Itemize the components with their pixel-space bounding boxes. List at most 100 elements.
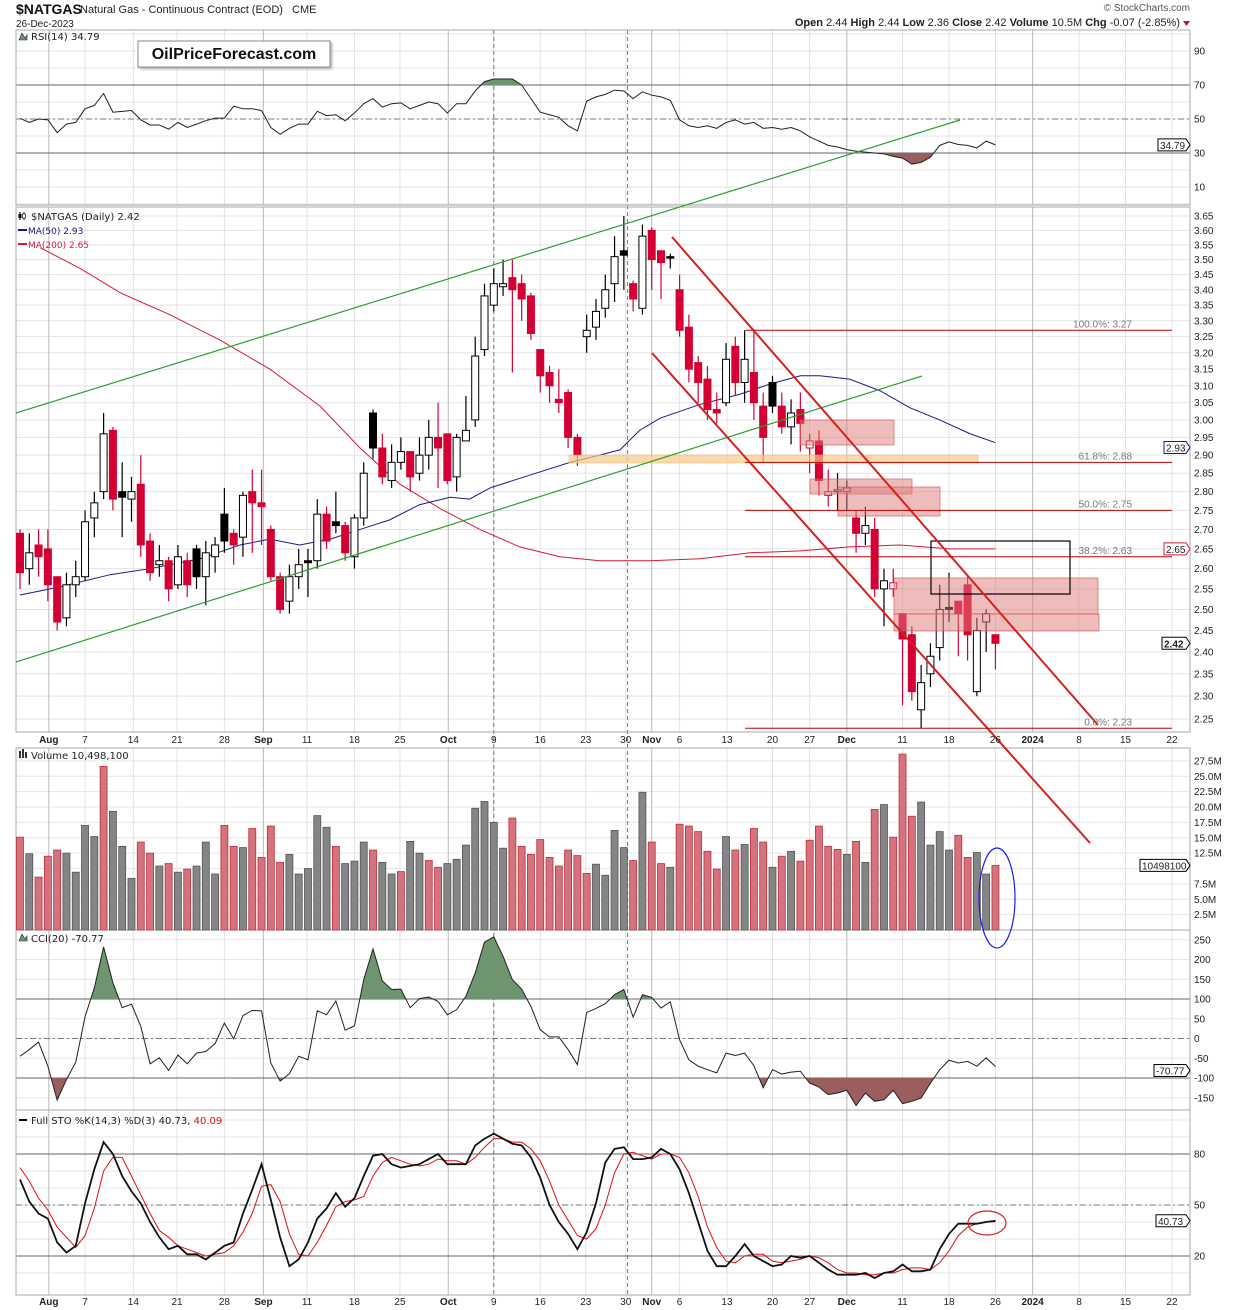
- volume-bar: [889, 836, 898, 931]
- volume-bar: [629, 860, 638, 931]
- x-axis-tick-label: 13: [721, 735, 733, 746]
- rsi-panel-frame: [15, 29, 1191, 206]
- candle-body: [703, 378, 712, 411]
- price-axis-label: 3.15: [1194, 365, 1214, 376]
- candle: [461, 395, 470, 442]
- sto-legend-k: Full STO %K(14,3) %D(3) 40.73,: [31, 1116, 190, 1127]
- volume-bar: [369, 849, 377, 931]
- candle: [396, 437, 405, 470]
- price-axis-label: 2.35: [1194, 669, 1214, 680]
- volume-bar: [508, 817, 517, 931]
- x-axis-tick-label: 13: [721, 1297, 733, 1308]
- candle-body: [647, 229, 656, 261]
- candle-body: [861, 525, 870, 534]
- ma50-line: [19, 375, 996, 596]
- candle: [322, 506, 331, 549]
- candle-body: [387, 461, 396, 482]
- volume-bar: [787, 850, 795, 931]
- candle-body: [712, 409, 721, 414]
- candle: [424, 419, 433, 470]
- rsi-axis-label: 30: [1194, 149, 1206, 160]
- candle: [350, 514, 359, 569]
- volume-bar: [34, 876, 43, 931]
- candle-body: [777, 405, 786, 428]
- volume-bar: [415, 852, 424, 931]
- volume-bar: [619, 847, 628, 931]
- x-axis-tick-label: Dec: [838, 1297, 857, 1308]
- price-axis-label: 3.40: [1194, 285, 1214, 296]
- candle-body: [870, 528, 879, 590]
- x-axis-tick-label: 30: [620, 1297, 632, 1308]
- candle: [127, 476, 136, 522]
- candle-body: [619, 250, 628, 256]
- candle-body: [907, 634, 916, 693]
- cci-axis-label: -50: [1194, 1054, 1209, 1065]
- candle-body: [257, 502, 266, 508]
- volume-bar: [573, 855, 582, 931]
- volume-axis-label: 27.5M: [1194, 756, 1222, 767]
- volume-legend-icon: [19, 749, 27, 758]
- x-axis-tick-label: 28: [219, 1297, 231, 1308]
- x-axis-tick-label: 28: [219, 735, 231, 746]
- x-axis-tick-label: 11: [897, 1297, 908, 1308]
- candle: [294, 548, 303, 589]
- x-axis-tick-label: 15: [1120, 735, 1132, 746]
- candle: [229, 529, 238, 565]
- rsi-oversold-fill: [20, 153, 996, 165]
- volume-bar: [43, 855, 52, 931]
- x-axis-tick-label: 2024: [1021, 735, 1044, 746]
- price-axis-label: 3.30: [1194, 316, 1214, 327]
- candle-body: [127, 491, 136, 500]
- candle-body: [536, 349, 545, 377]
- x-axis-tick-label: Oct: [440, 1297, 457, 1308]
- cci-axis-label: 0: [1194, 1034, 1200, 1045]
- panel-frames: [15, 29, 1191, 1296]
- stochastic-highlight-ellipse: [967, 1210, 1007, 1236]
- volume-axis-label: 25.0M: [1194, 772, 1222, 783]
- candle: [220, 487, 229, 553]
- candle-body: [684, 326, 693, 370]
- volume-bar: [852, 841, 860, 931]
- candle-body: [852, 517, 861, 534]
- volume-bar: [861, 861, 870, 931]
- volume-bar: [666, 866, 675, 931]
- x-axis-tick-label: 15: [1120, 1297, 1132, 1308]
- candle: [675, 274, 684, 337]
- exchange-label: CME: [292, 4, 316, 16]
- candle: [517, 274, 526, 321]
- sto-axis-label: 50: [1194, 1201, 1206, 1212]
- annotations: [16, 119, 1100, 1236]
- price-axis-label: 2.30: [1194, 692, 1214, 703]
- candle-body: [675, 289, 684, 331]
- cci-axis-label: 50: [1194, 1014, 1206, 1025]
- support-zone-band: [568, 454, 979, 464]
- volume-bar: [16, 836, 24, 931]
- cci-axis-label: -150: [1194, 1093, 1214, 1104]
- candle-body: [759, 405, 768, 438]
- cci-negative-fill: [20, 1078, 996, 1106]
- x-axis-tick-label: 6: [677, 735, 683, 746]
- x-axis-tick-label: 11: [302, 735, 313, 746]
- candle: [879, 568, 888, 627]
- candle-body: [108, 429, 117, 500]
- candle: [554, 369, 563, 413]
- price-panel-frame: [15, 206, 1191, 733]
- candle: [731, 336, 740, 396]
- x-axis-tick-label: 6: [677, 1297, 683, 1308]
- volume-bar: [443, 863, 452, 931]
- candle: [16, 529, 24, 589]
- candle-body: [554, 398, 563, 404]
- candle-body: [508, 277, 517, 291]
- volume-highlight-ellipse: [978, 847, 1016, 949]
- candle-body: [638, 235, 647, 309]
- volume-bar: [564, 849, 573, 931]
- gap-zone-3: [837, 486, 941, 517]
- candle-body: [192, 548, 201, 578]
- sto-axis-label: 80: [1194, 1150, 1206, 1161]
- volume-bar: [777, 855, 786, 931]
- rsi-axis-label: 50: [1194, 115, 1206, 126]
- candle-body: [591, 310, 600, 328]
- candle-body: [99, 433, 108, 493]
- price-axis-label: 3.45: [1194, 270, 1214, 281]
